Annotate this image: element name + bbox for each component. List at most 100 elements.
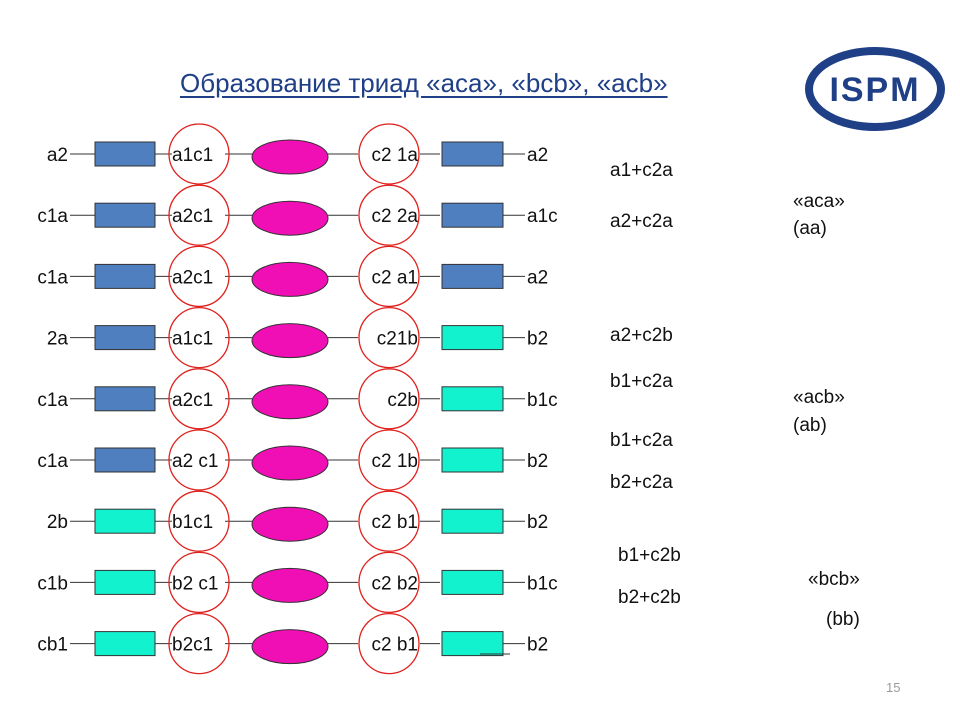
central-ellipse: [251, 629, 329, 665]
right-circle: [358, 429, 420, 491]
row-left-label: c1a: [37, 451, 68, 472]
row-mid-right-label: c2 b1: [372, 512, 418, 533]
row-right-label: b2: [527, 635, 548, 656]
group-name-acb: «acb»: [793, 387, 845, 408]
combo-label: a2+c2a: [610, 211, 673, 232]
central-ellipse: [251, 506, 329, 542]
left-circle: [168, 612, 230, 675]
right-circle: [358, 490, 420, 552]
combo-label: b1+c2b: [618, 545, 681, 566]
row-left-label: 2b: [47, 512, 68, 533]
central-ellipse: [251, 200, 329, 236]
group-name-bcb: «bcb»: [808, 569, 860, 590]
slide-title: Образование триад «аса», «bcb», «acb»: [180, 68, 668, 98]
combo-label: a2+c2b: [610, 325, 673, 346]
row-right-label: a2: [527, 145, 548, 166]
ispm-logo: ISPM: [805, 47, 945, 131]
row-left-label: a2: [47, 145, 68, 166]
right-box: [441, 325, 504, 351]
central-ellipse: [251, 323, 329, 359]
row-mid-left-label: a1c1: [172, 145, 213, 166]
row-left-label: c1b: [37, 573, 68, 594]
row-right-label: b2: [527, 451, 548, 472]
right-box: [441, 141, 504, 167]
left-circle: [168, 429, 230, 491]
right-box: [441, 386, 504, 412]
row-mid-right-label: c2 b2: [372, 573, 418, 594]
right-box: [441, 447, 504, 473]
right-circle: [358, 551, 420, 614]
row-right-label: a1c: [527, 206, 558, 227]
row-mid-right-label: c2 1a: [372, 145, 419, 166]
row-mid-right-label: c2b: [387, 390, 418, 411]
row-mid-right-label: c2 b1: [372, 635, 418, 656]
left-box: [94, 386, 156, 412]
right-circle: [358, 306, 420, 369]
central-ellipse: [251, 139, 329, 175]
left-circle: [168, 184, 230, 246]
right-box: [441, 569, 504, 595]
row-mid-left-label: b2c1: [172, 635, 213, 656]
row-right-label: b2: [527, 512, 548, 533]
row-mid-left-label: a2 c1: [172, 451, 218, 472]
right-circle: [358, 184, 420, 246]
left-box: [94, 202, 156, 228]
right-circle: [358, 612, 420, 675]
logo-ring: [805, 47, 945, 131]
left-box: [94, 508, 156, 534]
row-left-label: c1a: [37, 390, 68, 411]
row-right-label: b2: [527, 329, 548, 350]
row-left-label: cb1: [37, 635, 68, 656]
row-mid-left-label: a2c1: [172, 206, 213, 227]
combo-label: b1+c2a: [610, 430, 673, 451]
combo-label: b1+c2a: [610, 371, 673, 392]
logo-text: ISPM: [829, 71, 920, 109]
left-circle: [168, 306, 230, 369]
left-circle: [168, 123, 230, 185]
group-name-aca: «aca»: [793, 191, 845, 212]
central-ellipse: [251, 445, 329, 481]
right-box: [441, 631, 504, 657]
right-circle: [358, 245, 420, 308]
row-mid-left-label: a2c1: [172, 267, 213, 288]
row-mid-left-label: a2c1: [172, 390, 213, 411]
left-box: [94, 569, 156, 595]
left-circle: [168, 245, 230, 308]
left-circle: [168, 490, 230, 552]
group-code-bcb: (bb): [826, 609, 860, 630]
right-box: [441, 508, 504, 534]
group-code-acb: (ab): [793, 415, 827, 436]
left-box: [94, 447, 156, 473]
row-right-label: b1c: [527, 390, 558, 411]
central-ellipse: [251, 261, 329, 297]
right-box: [441, 263, 504, 289]
row-mid-right-label: c2 2a: [372, 206, 419, 227]
row-mid-right-label: c2 a1: [372, 267, 418, 288]
combo-label: b2+c2a: [610, 472, 673, 493]
group-code-aca: (aa): [793, 218, 827, 239]
right-box: [441, 202, 504, 228]
left-box: [94, 141, 156, 167]
row-left-label: c1a: [37, 267, 68, 288]
central-ellipse: [251, 567, 329, 603]
row-mid-left-label: b1c1: [172, 512, 213, 533]
row-mid-right-label: c21b: [377, 329, 418, 350]
right-circle: [358, 123, 420, 185]
row-mid-left-label: b2 c1: [172, 573, 218, 594]
left-box: [94, 263, 156, 289]
row-left-label: c1a: [37, 206, 68, 227]
right-circle: [358, 368, 420, 430]
left-box: [94, 325, 156, 351]
row-mid-right-label: c2 1b: [372, 451, 418, 472]
row-left-label: 2a: [47, 329, 69, 350]
combo-label: a1+c2a: [610, 160, 673, 181]
row-right-label: b1c: [527, 573, 558, 594]
row-right-label: a2: [527, 267, 548, 288]
left-circle: [168, 368, 230, 430]
left-box: [94, 631, 156, 657]
combo-label: b2+c2b: [618, 587, 681, 608]
row-mid-left-label: a1c1: [172, 329, 213, 350]
left-circle: [168, 551, 230, 614]
